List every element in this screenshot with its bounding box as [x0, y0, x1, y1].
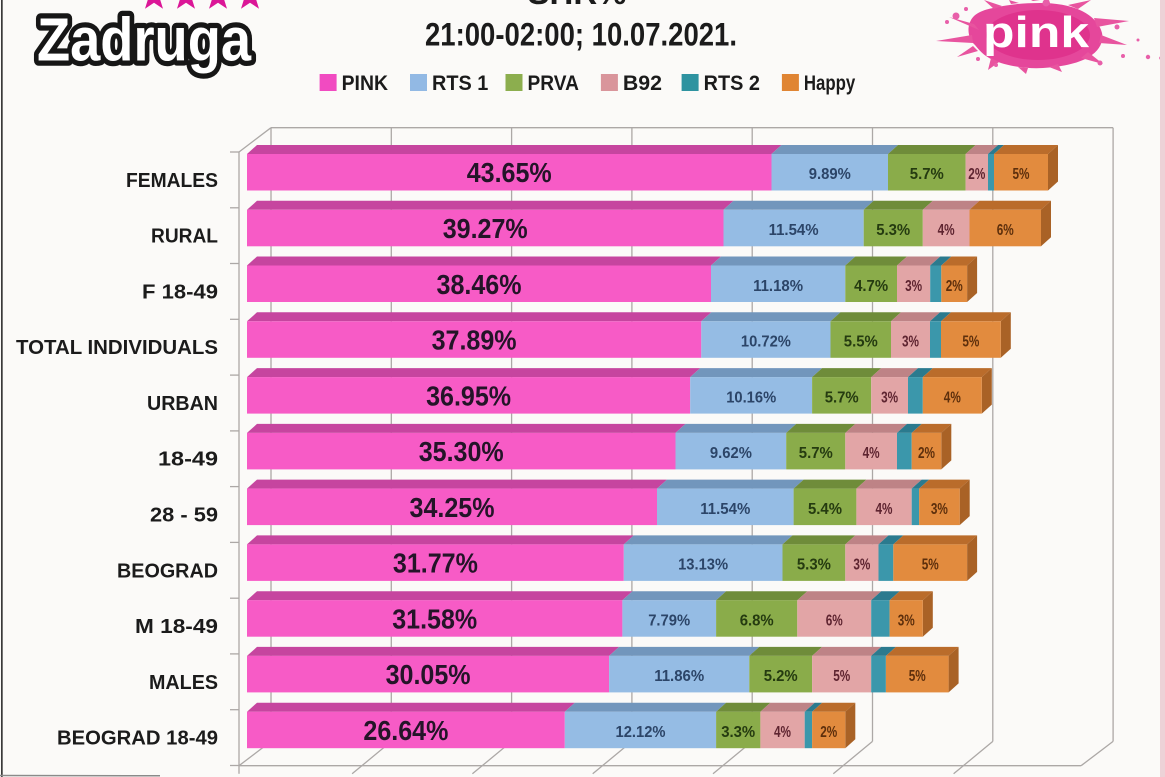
svg-text:30.05%: 30.05%	[386, 659, 471, 690]
svg-text:10.72%: 10.72%	[741, 334, 791, 351]
svg-text:36.95%: 36.95%	[426, 380, 511, 411]
svg-text:31.77%: 31.77%	[393, 548, 478, 579]
svg-text:3%: 3%	[898, 612, 915, 629]
svg-text:5%: 5%	[1013, 166, 1030, 183]
svg-text:37.89%: 37.89%	[432, 325, 517, 356]
svg-text:11.54%: 11.54%	[769, 222, 819, 239]
svg-text:6.8%: 6.8%	[740, 612, 774, 629]
svg-text:11.54%: 11.54%	[700, 501, 750, 518]
svg-text:BEOGRAD 18-49: BEOGRAD 18-49	[57, 728, 218, 750]
svg-text:URBAN: URBAN	[147, 393, 218, 415]
svg-text:18-49: 18-49	[158, 449, 218, 471]
svg-text:4%: 4%	[938, 222, 955, 239]
svg-text:10.16%: 10.16%	[726, 389, 776, 406]
svg-text:3%: 3%	[902, 334, 919, 351]
svg-text:RTS 1: RTS 1	[432, 72, 489, 95]
svg-text:Happy: Happy	[804, 72, 856, 95]
svg-text:38.46%: 38.46%	[437, 269, 522, 300]
svg-text:FEMALES: FEMALES	[126, 170, 218, 192]
svg-text:3%: 3%	[905, 278, 922, 295]
svg-text:13.13%: 13.13%	[678, 557, 728, 574]
svg-text:MALES: MALES	[149, 672, 218, 694]
svg-text:5%: 5%	[909, 668, 926, 685]
svg-text:5.2%: 5.2%	[764, 668, 798, 685]
svg-text:BEOGRAD: BEOGRAD	[117, 560, 218, 582]
svg-text:43.65%: 43.65%	[467, 157, 552, 188]
svg-text:28 - 59: 28 - 59	[150, 505, 218, 527]
svg-text:34.25%: 34.25%	[410, 492, 495, 523]
svg-text:5.5%: 5.5%	[844, 334, 878, 351]
svg-text:6%: 6%	[826, 612, 843, 629]
svg-text:3%: 3%	[853, 557, 870, 574]
svg-text:RTS 2: RTS 2	[704, 72, 760, 95]
svg-text:21:00-02:00; 10.07.2021.: 21:00-02:00; 10.07.2021.	[425, 17, 737, 53]
svg-text:11.18%: 11.18%	[753, 278, 803, 295]
svg-text:5.7%: 5.7%	[799, 445, 833, 462]
svg-text:39.27%: 39.27%	[443, 213, 528, 244]
svg-text:3%: 3%	[931, 501, 948, 518]
svg-text:9.62%: 9.62%	[710, 445, 752, 462]
svg-text:31.58%: 31.58%	[392, 603, 477, 634]
svg-text:M 18-49: M 18-49	[135, 616, 218, 638]
svg-text:TOTAL INDIVIDUALS: TOTAL INDIVIDUALS	[16, 337, 218, 359]
svg-text:9.89%: 9.89%	[809, 166, 851, 183]
svg-text:12.12%: 12.12%	[616, 724, 666, 741]
svg-text:3%: 3%	[881, 389, 898, 406]
svg-text:4%: 4%	[876, 501, 893, 518]
svg-text:B92: B92	[623, 72, 662, 95]
svg-text:3.3%: 3.3%	[721, 724, 755, 741]
svg-text:SHR%: SHR%	[527, 0, 626, 11]
svg-text:4%: 4%	[774, 724, 791, 741]
svg-text:2%: 2%	[918, 445, 935, 462]
svg-text:5.4%: 5.4%	[808, 501, 842, 518]
svg-text:6%: 6%	[997, 222, 1014, 239]
svg-text:2%: 2%	[946, 278, 963, 295]
svg-text:26.64%: 26.64%	[363, 715, 448, 746]
svg-text:5.7%: 5.7%	[825, 389, 859, 406]
svg-text:Zadruga: Zadruga	[37, 6, 252, 74]
svg-text:5.3%: 5.3%	[797, 557, 831, 574]
svg-text:5%: 5%	[833, 668, 850, 685]
svg-text:RURAL: RURAL	[151, 226, 218, 248]
svg-text:5%: 5%	[922, 557, 939, 574]
svg-text:4%: 4%	[944, 389, 961, 406]
svg-text:F 18-49: F 18-49	[142, 281, 218, 303]
svg-text:4%: 4%	[863, 445, 880, 462]
svg-text:11.86%: 11.86%	[654, 668, 704, 685]
svg-text:7.79%: 7.79%	[648, 612, 690, 629]
svg-text:5.3%: 5.3%	[876, 222, 910, 239]
svg-text:PINK: PINK	[342, 72, 388, 95]
svg-text:pink: pink	[983, 8, 1090, 57]
svg-text:4.7%: 4.7%	[854, 278, 888, 295]
svg-text:PRVA: PRVA	[528, 72, 579, 95]
svg-text:35.30%: 35.30%	[419, 436, 504, 467]
svg-text:2%: 2%	[968, 166, 985, 183]
svg-text:5.7%: 5.7%	[910, 166, 944, 183]
svg-text:5%: 5%	[962, 334, 979, 351]
svg-text:2%: 2%	[820, 724, 837, 741]
